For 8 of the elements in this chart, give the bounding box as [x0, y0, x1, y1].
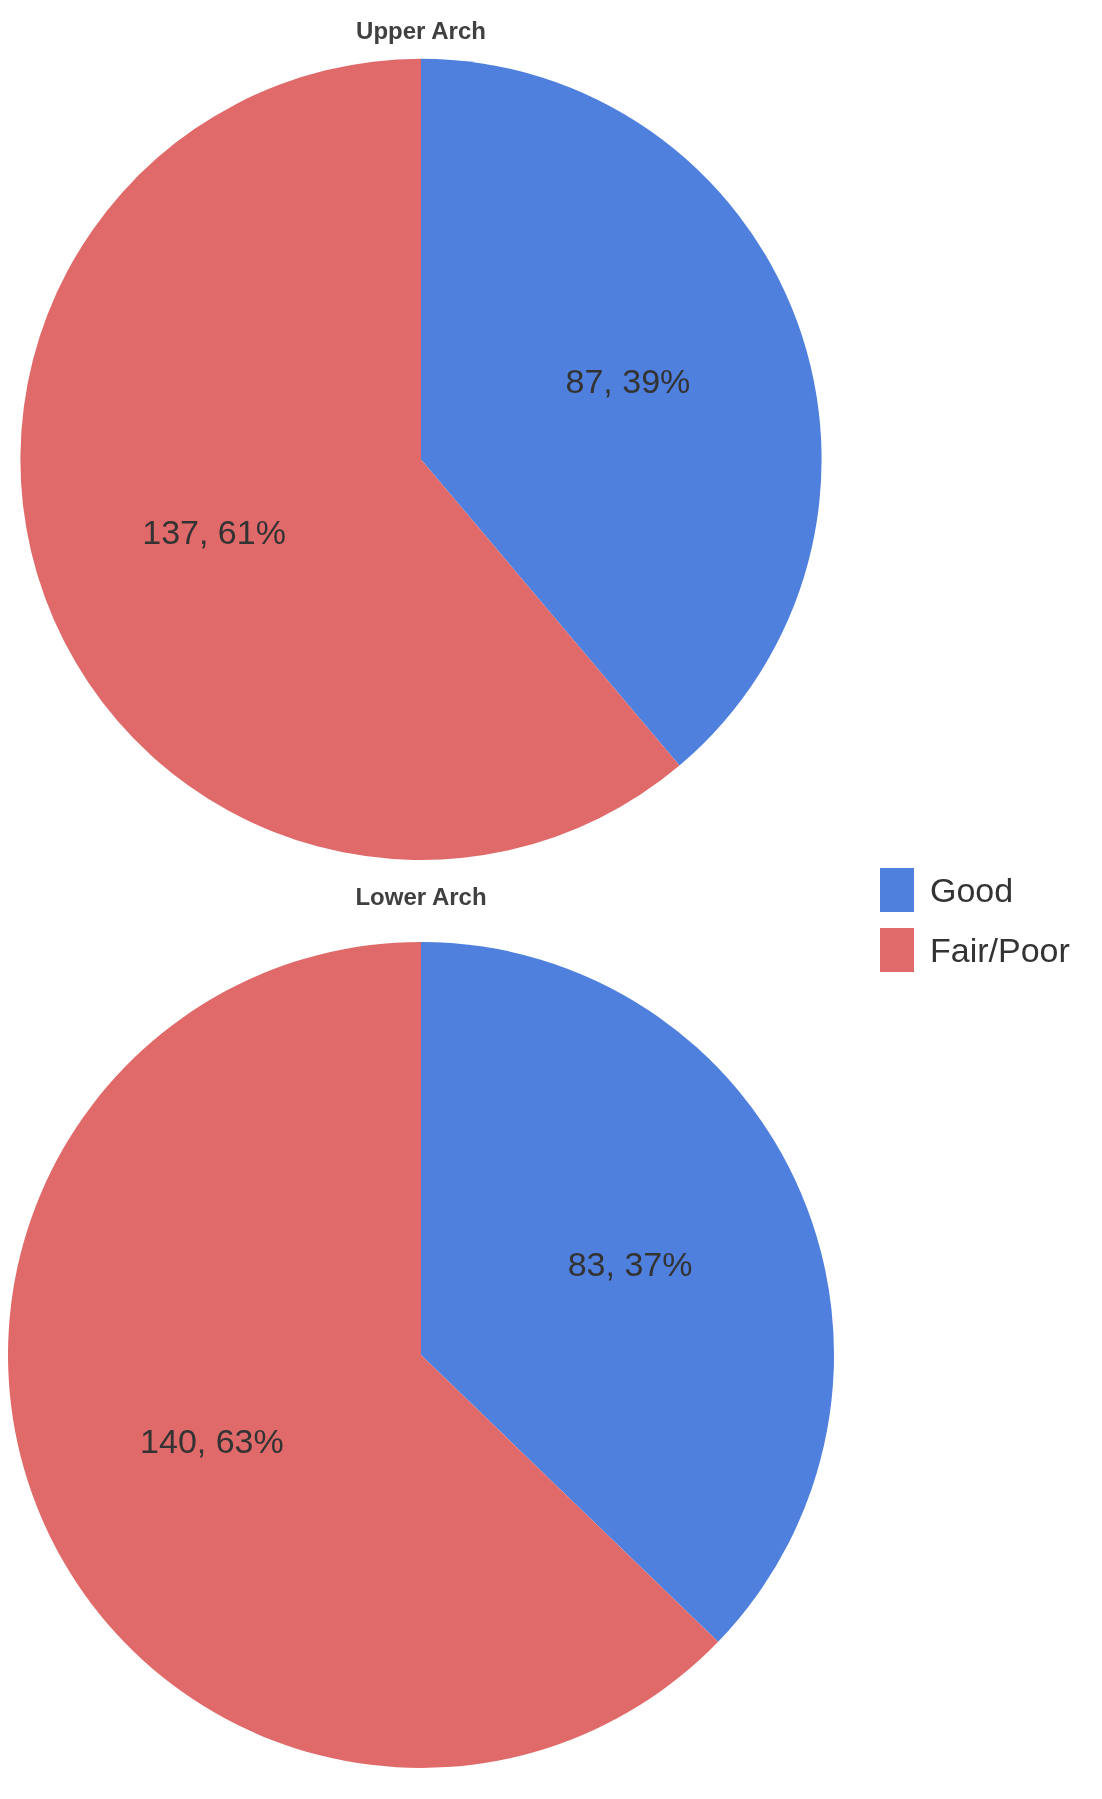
legend-label: Good — [930, 870, 1014, 910]
data-label: 87, 39% — [565, 362, 691, 401]
legend-label: Fair/Poor — [930, 930, 1070, 970]
data-label: 137, 61% — [142, 513, 286, 552]
text: Lower Arch — [355, 883, 487, 911]
data-label: 140, 63% — [140, 1422, 284, 1461]
chart-title: Upper Arch — [356, 17, 486, 45]
data-label: 83, 37% — [567, 1244, 693, 1283]
